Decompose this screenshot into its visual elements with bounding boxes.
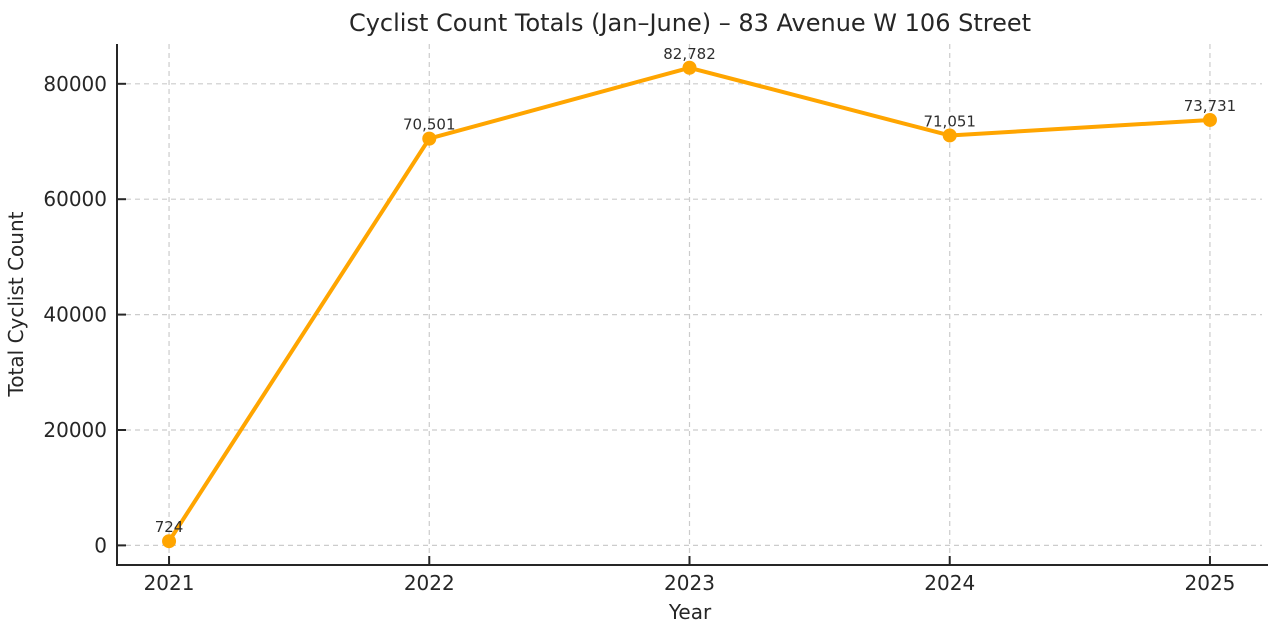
data-point — [422, 131, 437, 146]
data-point-label: 73,731 — [1184, 97, 1237, 115]
y-tick-label: 60000 — [43, 187, 107, 211]
y-tick-label: 20000 — [43, 418, 107, 442]
data-point — [1202, 112, 1217, 127]
data-point — [682, 60, 697, 75]
y-tick-label: 0 — [94, 533, 107, 557]
x-axis-label: Year — [668, 600, 712, 624]
chart-title: Cyclist Count Totals (Jan–June) – 83 Ave… — [349, 9, 1031, 37]
x-tick-label: 2021 — [144, 571, 195, 595]
axis-layer: 2021 2022 2023 2024 2025 0 20000 40000 60000 8000… — [43, 44, 1268, 595]
grid-layer — [117, 44, 1262, 565]
x-tick-label: 2024 — [924, 571, 975, 595]
y-tick-label: 40000 — [43, 303, 107, 327]
x-tick-label: 2022 — [404, 571, 455, 595]
x-tick-label: 2023 — [664, 571, 715, 595]
data-point-label: 70,501 — [403, 116, 456, 134]
data-point-label: 724 — [155, 518, 184, 536]
x-tick-label: 2025 — [1185, 571, 1236, 595]
data-point-label: 71,051 — [923, 112, 976, 130]
data-point-label: 82,782 — [663, 45, 716, 63]
data-point — [162, 534, 177, 549]
y-tick-label: 80000 — [43, 72, 107, 96]
series-layer: 724 70,501 82,782 71,051 73,731 — [155, 45, 1237, 549]
y-axis-label: Total Cyclist Count — [4, 211, 28, 397]
data-point — [942, 128, 957, 143]
